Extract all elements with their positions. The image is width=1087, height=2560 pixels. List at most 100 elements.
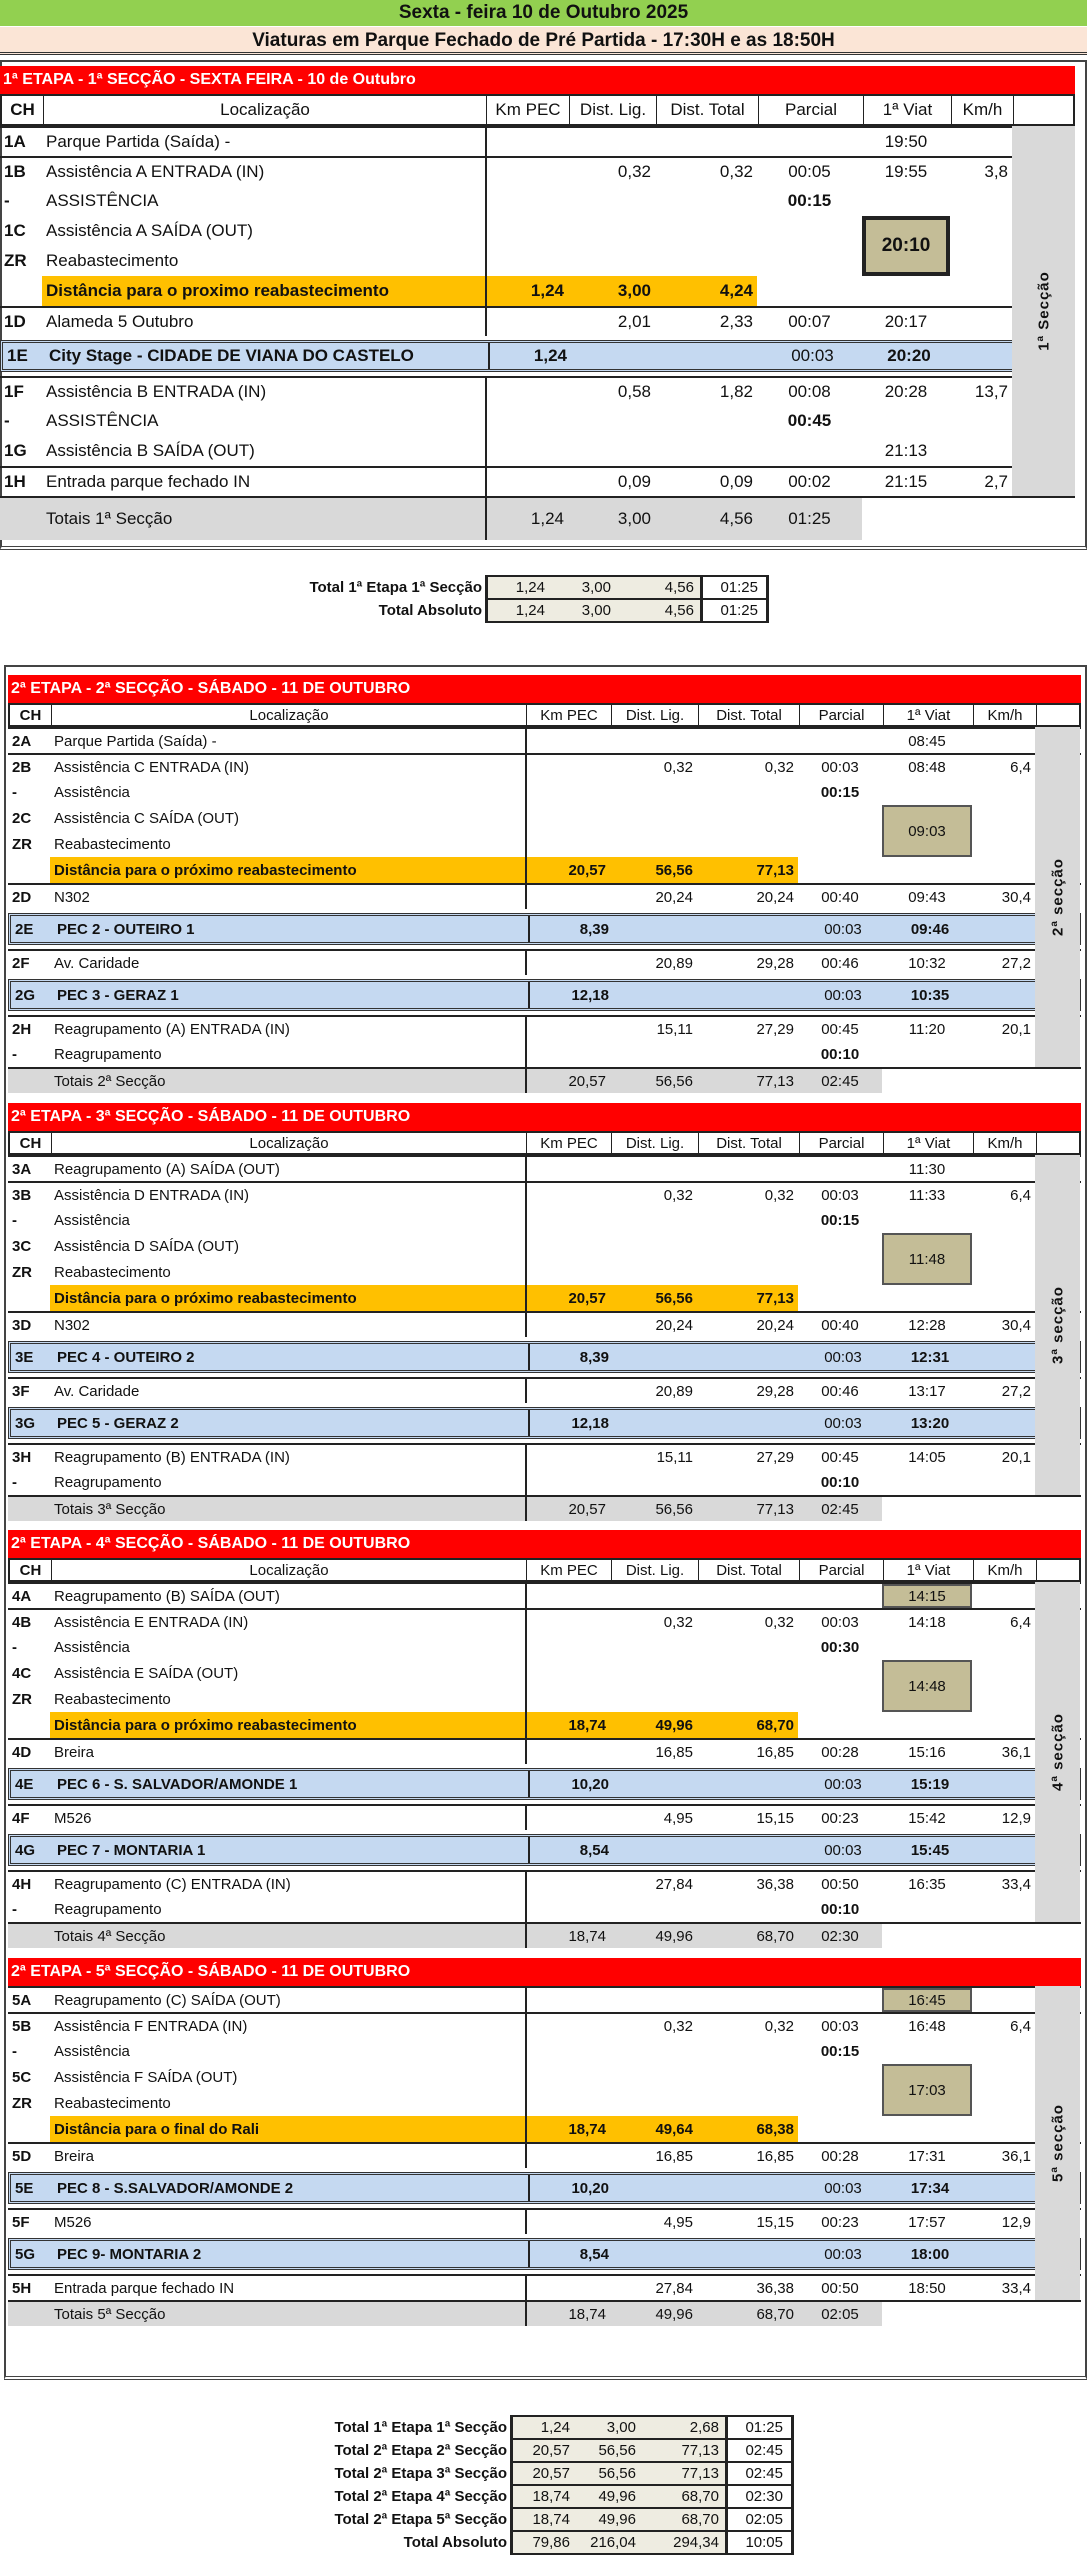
cell-ch: - — [12, 2042, 17, 2060]
cell-lig — [610, 2090, 697, 2116]
cell-viat — [862, 406, 950, 436]
cell-km — [525, 951, 610, 975]
cell-tot: 68,70 — [697, 1924, 798, 1948]
cell-kmh — [953, 343, 1015, 369]
cell-par: 00:05 — [788, 162, 831, 181]
summary-label: Total 2ª Etapa 3ª Secção — [334, 2465, 507, 2482]
cell-par — [798, 1233, 882, 1259]
summary-row: Total 1ª Etapa 1ª Secção 1,24 3,00 2,68 01:2… — [295, 2415, 794, 2440]
cell-kmh — [950, 186, 1012, 216]
cell-kmh — [972, 2116, 1035, 2142]
cell-tot — [655, 246, 757, 276]
cell-lig — [610, 1469, 697, 1495]
table-row: 1F Assistência B ENTRADA (IN) 0,58 1,82 00:0… — [0, 376, 1075, 406]
cell-kmh — [972, 1660, 1035, 1686]
cell-lig — [610, 1896, 697, 1922]
cell-ch: 2B — [12, 758, 32, 776]
cell-kmh: 13,7 — [974, 382, 1008, 401]
cell-lig — [613, 1771, 700, 1797]
cell-par — [798, 2064, 882, 2090]
highlighted-time: 17:03 — [882, 2064, 972, 2116]
cell-tot: 15,15 — [756, 1809, 794, 1827]
cell-lig: 16,85 — [655, 1743, 693, 1761]
summary-stage-1: Total 1ª Etapa 1ª Secção 1,24 3,00 4,56 01:2… — [270, 575, 769, 623]
cell-par: 00:15 — [820, 1211, 860, 1229]
cell-loc: Reagrupamento — [54, 1900, 162, 1918]
cell-loc: Breira — [54, 2147, 95, 2165]
table-row: 3D N302 20,24 20,24 00:40 12:28 30,4 — [8, 1311, 1081, 1337]
summary-time: 01:25 — [728, 2415, 794, 2440]
cell-lig — [613, 1410, 700, 1436]
cell-loc: N302 — [54, 888, 90, 906]
cell-lig: 56,56 — [610, 857, 697, 883]
cell-lig: 3,00 — [568, 276, 655, 306]
cell-par — [798, 1584, 882, 1608]
cell-loc: M526 — [54, 1809, 92, 1827]
cell-ch: 2E — [15, 920, 34, 938]
table-row: - Reagrupamento 00:10 — [8, 1469, 1081, 1495]
cell-loc: Assistência E ENTRADA (IN) — [54, 1613, 249, 1631]
summary-dist-lig: 3,00 — [576, 2415, 642, 2440]
cell-ch: 2C — [12, 809, 32, 827]
cell-kmh — [950, 308, 1012, 336]
cell-lig — [613, 916, 700, 942]
cell-kmh — [972, 1634, 1035, 1660]
column-header-row: CH Localização Km PEC Dist. Lig. Dist. Total… — [8, 703, 1081, 727]
cell-km — [525, 2210, 610, 2234]
cell-lig: 15,11 — [656, 1448, 693, 1466]
section-totals-row: Totais 3ª Secção 20,57 56,56 77,13 02:45 — [8, 1495, 1081, 1521]
cell-kmh — [975, 1410, 1038, 1436]
cell-km — [525, 1017, 610, 1041]
cell-lig — [610, 1157, 697, 1181]
cell-viat: 16:45 — [882, 1988, 972, 2012]
cell-tot — [697, 2090, 798, 2116]
cell-tot — [697, 729, 798, 753]
column-header-tot: Dist. Total — [699, 1133, 800, 1153]
summary-dist-lig: 49,96 — [576, 2507, 642, 2532]
cell-viat: 16:35 — [908, 1875, 946, 1893]
summary-time: 01:25 — [703, 598, 769, 623]
cell-km: 18,74 — [525, 1924, 610, 1948]
cell-kmh — [975, 982, 1038, 1008]
cell-kmh — [975, 916, 1038, 942]
cell-km — [485, 216, 568, 246]
column-header-ch: CH — [10, 1133, 52, 1153]
column-header-row: CH Localização Km PEC Dist. Lig. Dist. Total… — [8, 1558, 1081, 1582]
cell-loc: Reagrupamento — [54, 1045, 162, 1063]
cell-km — [525, 1872, 610, 1896]
cell-loc: PEC 7 - MONTARIA 1 — [57, 1841, 206, 1859]
cell-viat: 09:46 — [910, 920, 950, 938]
cell-kmh — [972, 831, 1035, 857]
column-header-km: Km PEC — [527, 1133, 612, 1153]
section-side-label: 2ª secção — [1035, 727, 1080, 1067]
cell-viat: 08:45 — [908, 732, 946, 750]
cell-lig — [610, 729, 697, 753]
cell-par — [757, 276, 862, 306]
column-header-loc: Localização — [44, 96, 487, 124]
cell-loc: Distância para o final do Rali — [50, 2116, 525, 2142]
cell-par — [798, 2116, 882, 2142]
cell-loc: Reagrupamento (C) SAÍDA (OUT) — [54, 1991, 281, 2009]
cell-loc: Assistência — [54, 1211, 130, 1229]
section-1-table: 1ª ETAPA - 1ª SECÇÃO - SEXTA FEIRA - 10 … — [0, 66, 1075, 540]
cell-viat: 15:19 — [910, 1775, 950, 1793]
cell-tot: 77,13 — [697, 857, 798, 883]
cell-viat: 16:48 — [908, 2017, 946, 2035]
cell-ch: 4A — [12, 1587, 32, 1605]
cell-tot: 2,33 — [719, 312, 753, 331]
cell-lig: 27,84 — [655, 1875, 693, 1893]
cell-tot: 29,28 — [756, 954, 794, 972]
cell-tot — [697, 779, 798, 805]
cell-loc: Entrada parque fechado IN — [46, 472, 251, 491]
cell-lig: 0,58 — [617, 382, 651, 401]
section-totals-row: Totais 4ª Secção 18,74 49,96 68,70 02:30 — [8, 1922, 1081, 1948]
column-header-km: Km PEC — [527, 705, 612, 725]
table-row: 5B Assistência F ENTRADA (IN) 0,32 0,32 00:0… — [8, 2012, 1081, 2038]
cell-tot: 68,70 — [697, 2302, 798, 2326]
cell-km — [525, 1233, 610, 1259]
highlighted-time: 09:03 — [882, 805, 972, 857]
cell-viat — [862, 498, 950, 540]
cell-ch: 5B — [12, 2017, 32, 2035]
cell-ch: 3G — [15, 1414, 36, 1432]
cell-loc: Totais 3ª Secção — [50, 1497, 525, 1521]
